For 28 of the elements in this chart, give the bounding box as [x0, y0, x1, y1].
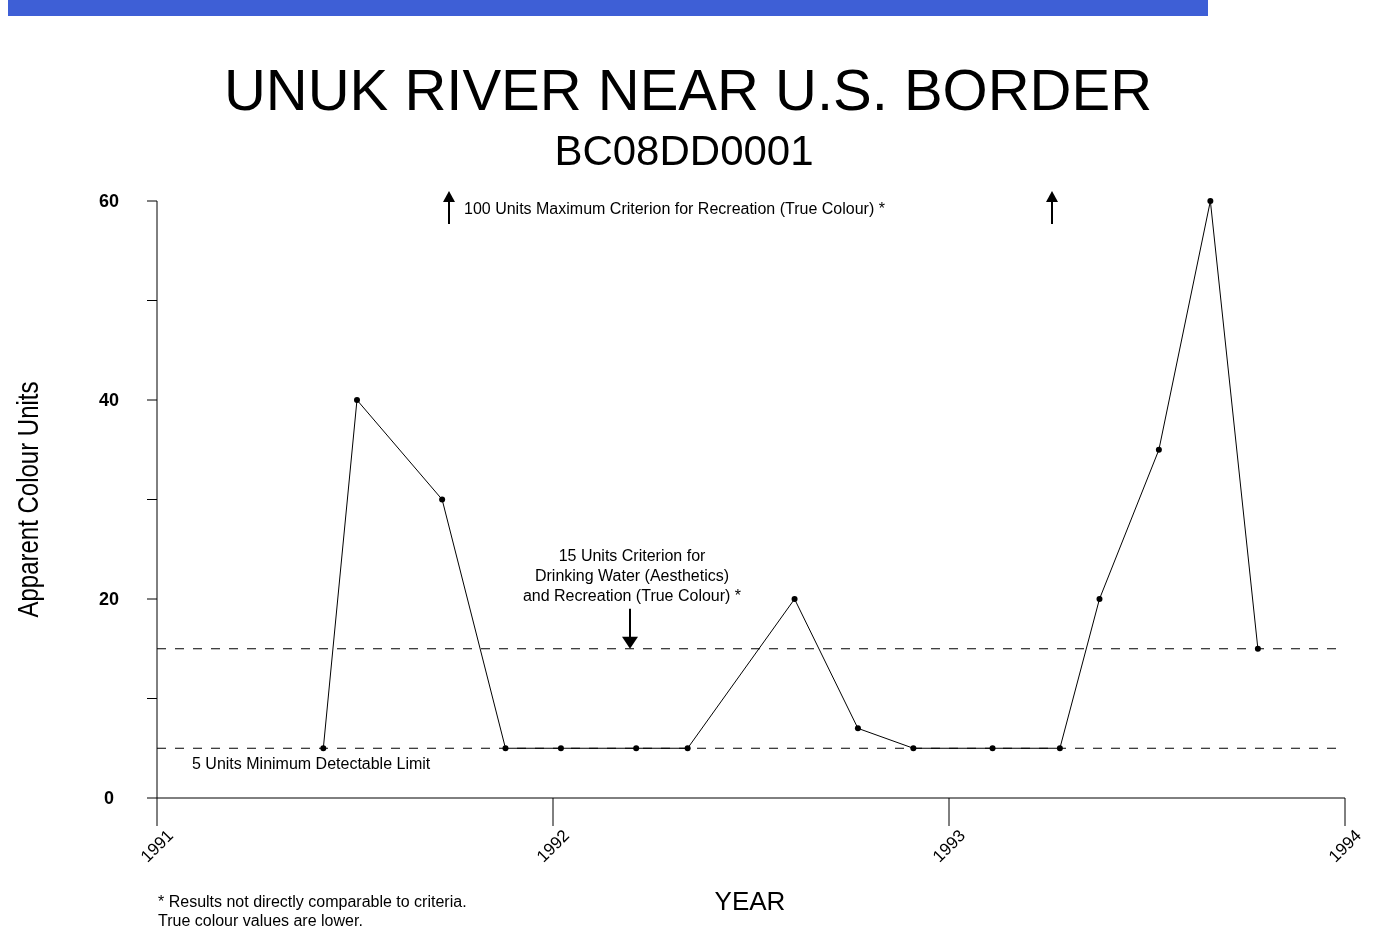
point	[1056, 745, 1063, 752]
point	[684, 745, 691, 752]
point	[1207, 198, 1214, 204]
y-tick-label: 60	[98, 191, 120, 211]
point	[557, 745, 564, 752]
ref-line-label: 5 Units Minimum Detectable Limit	[192, 755, 431, 773]
text: * Results not directly comparable to criteria. True colour values are lower.	[158, 893, 467, 929]
y-tick-label: 0	[103, 788, 115, 808]
annotation: 100 Units Maximum Criterion for Recreation (True Colour) *	[464, 200, 885, 217]
chart-subtitle: BC08DD0001	[554, 127, 814, 174]
y-tick-label: 20	[98, 589, 120, 609]
x-axis-title: YEAR	[714, 886, 786, 916]
point	[320, 745, 327, 752]
point	[439, 496, 446, 503]
ref-line-label: 15 Units Criterion for Drinking Water (Aesthetics) and Recreation (True Colour) *	[522, 546, 742, 604]
point	[989, 745, 996, 752]
point	[633, 745, 640, 752]
point	[1155, 446, 1162, 453]
point	[791, 596, 798, 602]
y-tick-label: 40	[98, 390, 120, 410]
point	[910, 745, 917, 752]
point	[353, 397, 360, 403]
point	[502, 745, 509, 752]
y-axis-title: Apparent Colour Units	[10, 381, 45, 618]
chart-title: UNUK RIVER NEAR U.S. BORDER	[223, 57, 1153, 122]
point	[1254, 645, 1261, 652]
point	[854, 725, 861, 732]
point	[1096, 596, 1103, 602]
